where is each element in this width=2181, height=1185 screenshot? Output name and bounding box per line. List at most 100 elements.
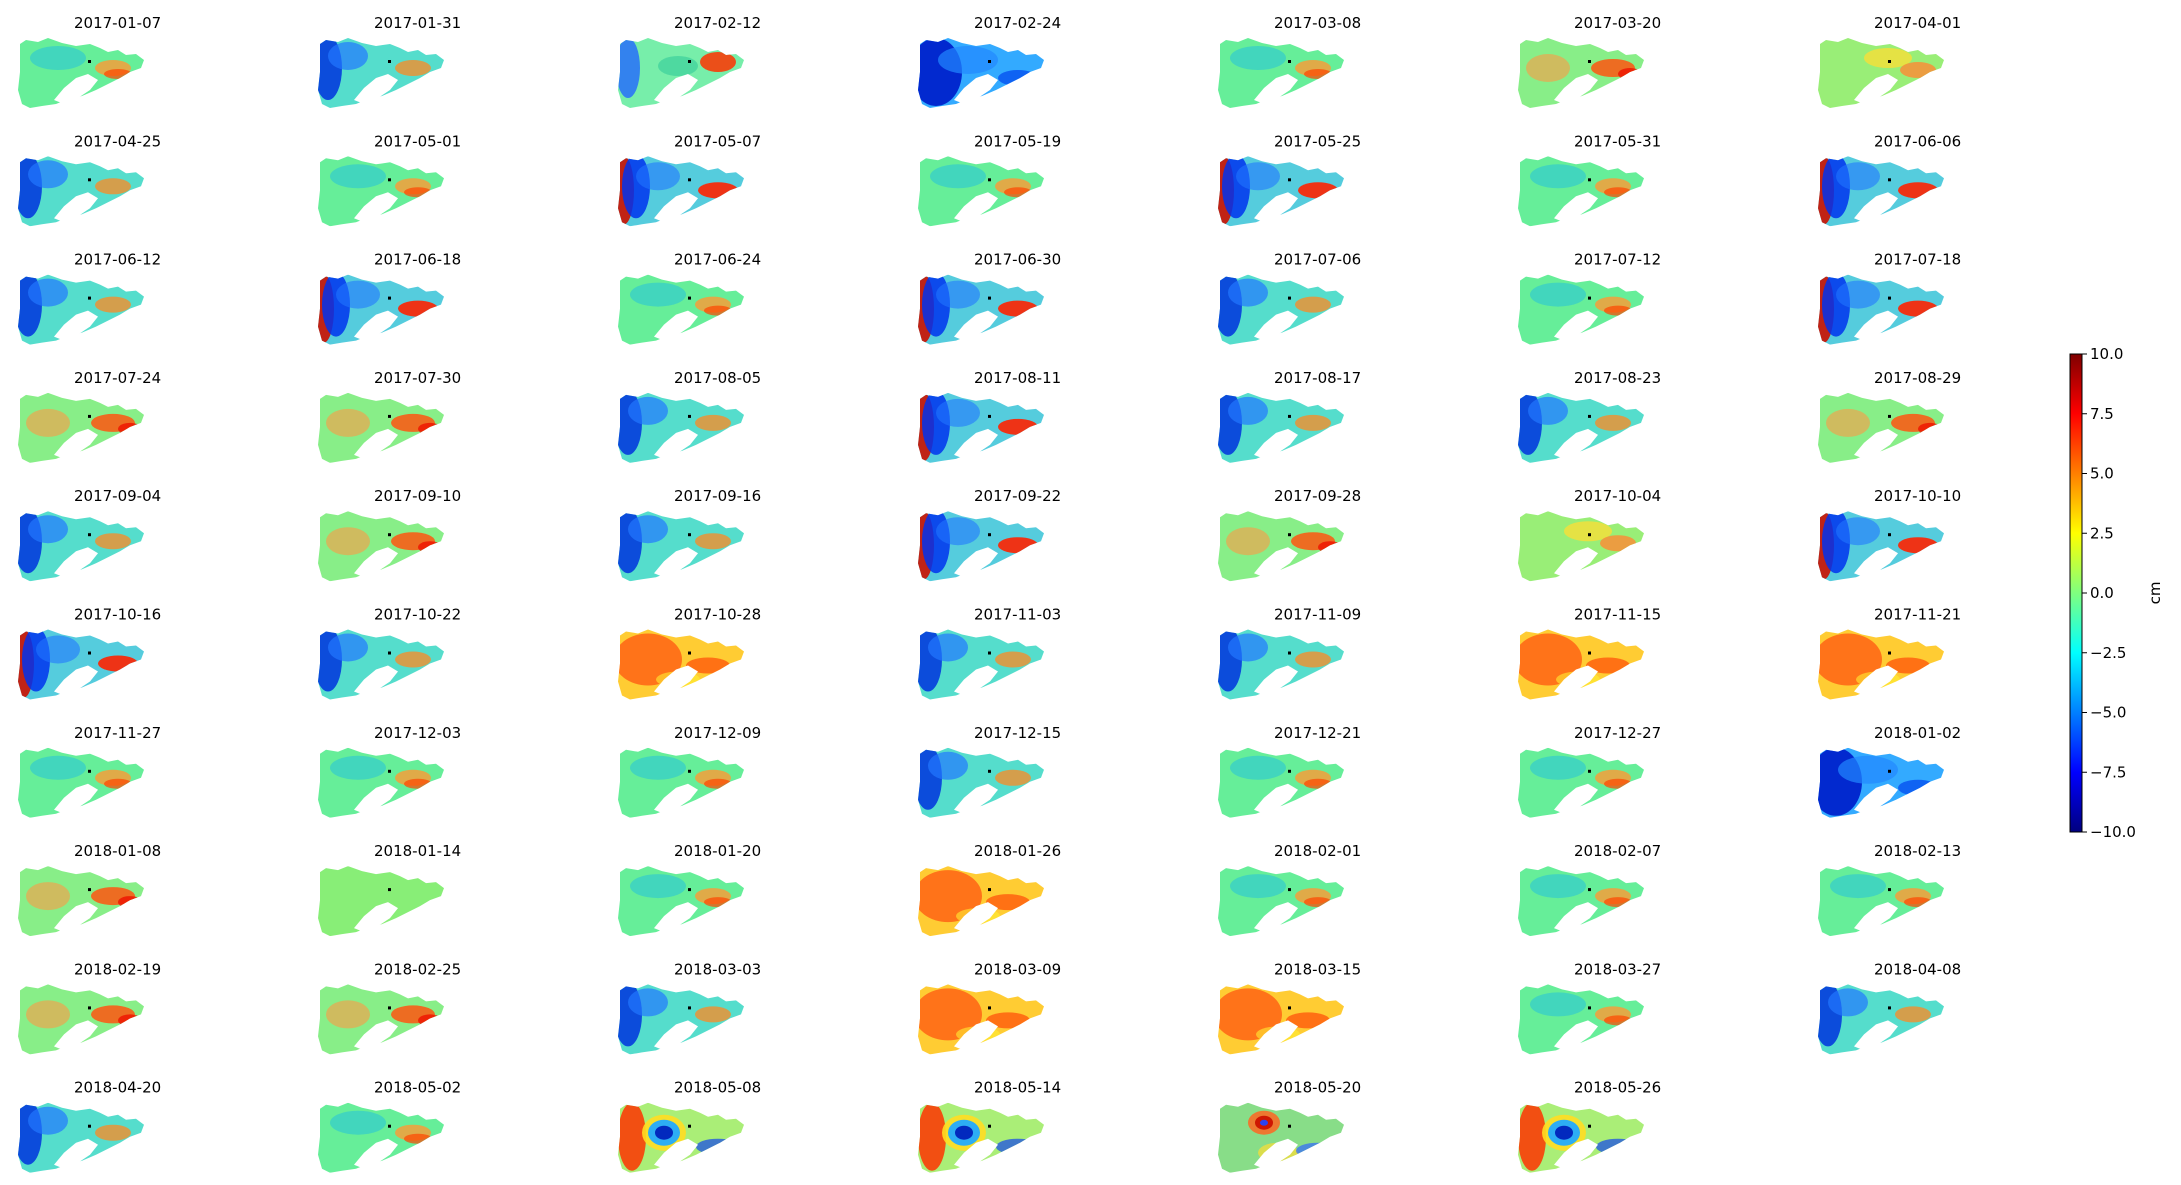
panel-title: 2017-06-24 xyxy=(674,251,761,269)
map-panel: 2018-04-20 xyxy=(18,1079,161,1173)
displacement-map xyxy=(318,1102,444,1173)
displacement-map xyxy=(1518,747,1644,818)
map-panel: 2018-03-09 xyxy=(918,960,1061,1055)
no-data-hole xyxy=(1854,1020,1898,1051)
map-panel: 2017-07-12 xyxy=(1518,251,1661,345)
no-data-hole xyxy=(1554,1020,1598,1051)
no-data-hole xyxy=(654,902,698,933)
map-panel: 2017-08-29 xyxy=(1818,369,1961,463)
panel-title: 2018-04-08 xyxy=(1874,960,1961,978)
map-panel: 2017-09-10 xyxy=(318,487,461,582)
panel-title: 2017-07-06 xyxy=(1274,251,1361,269)
map-panel: 2018-02-19 xyxy=(18,960,161,1055)
displacement-map xyxy=(318,274,444,345)
displacement-map xyxy=(1818,984,1944,1055)
no-data-hole xyxy=(54,1138,98,1169)
panel-title: 2017-09-16 xyxy=(674,487,761,505)
panel-title: 2018-01-26 xyxy=(974,842,1061,860)
colorbar-tick-label: −2.5 xyxy=(2090,644,2126,662)
reference-point-marker xyxy=(1888,414,1891,418)
displacement-map xyxy=(1518,866,1644,937)
displacement-map xyxy=(18,629,144,700)
reference-point-marker xyxy=(388,651,391,655)
map-panel: 2017-02-12 xyxy=(618,14,761,108)
displacement-map xyxy=(618,38,744,108)
map-panel: 2018-05-20 xyxy=(1218,1079,1361,1173)
map-panel: 2017-07-30 xyxy=(318,369,461,463)
displacement-map xyxy=(1818,629,1944,700)
colorbar-tick-label: 5.0 xyxy=(2090,465,2114,483)
panel-title: 2017-06-06 xyxy=(1874,132,1961,150)
map-panel: 2018-03-27 xyxy=(1518,960,1661,1055)
reference-point-marker xyxy=(388,414,391,418)
panel-title: 2018-02-19 xyxy=(74,960,161,978)
map-panel: 2017-05-25 xyxy=(1218,132,1361,227)
colorbar-tick-label: −5.0 xyxy=(2090,704,2126,722)
panel-title: 2017-12-21 xyxy=(1274,724,1361,742)
reference-point-marker xyxy=(388,533,391,537)
no-data-hole xyxy=(954,902,998,933)
no-data-hole xyxy=(1854,192,1898,223)
map-panel: 2017-06-18 xyxy=(318,251,461,345)
reference-point-marker xyxy=(388,1124,391,1128)
displacement-map xyxy=(18,274,144,345)
displacement-map xyxy=(1518,38,1644,108)
reference-point-marker xyxy=(688,888,691,892)
displacement-map xyxy=(18,38,144,108)
reference-point-marker xyxy=(88,296,91,300)
panel-title: 2017-04-01 xyxy=(1874,14,1961,32)
no-data-hole xyxy=(1554,1138,1598,1169)
panel-title: 2018-01-14 xyxy=(374,842,461,860)
no-data-hole xyxy=(354,310,398,341)
displacement-map xyxy=(1218,747,1344,818)
reference-point-marker xyxy=(388,1006,391,1010)
no-data-hole xyxy=(1254,665,1298,696)
map-panel: 2018-04-08 xyxy=(1818,960,1961,1055)
panel-title: 2017-09-10 xyxy=(374,487,461,505)
displacement-map xyxy=(18,511,144,582)
panel-title: 2017-12-27 xyxy=(1574,724,1661,742)
displacement-map xyxy=(918,629,1044,700)
no-data-hole xyxy=(1854,783,1898,814)
panel-title: 2017-08-23 xyxy=(1574,369,1661,387)
displacement-map xyxy=(18,747,144,818)
colorbar-label: cm xyxy=(2146,582,2164,605)
panel-title: 2017-08-29 xyxy=(1874,369,1961,387)
map-panel: 2017-12-15 xyxy=(918,724,1061,818)
panel-title: 2018-05-02 xyxy=(374,1079,461,1097)
displacement-map xyxy=(618,1102,744,1173)
colorbar-tick-label: 2.5 xyxy=(2090,524,2114,542)
reference-point-marker xyxy=(1588,533,1591,537)
panel-title: 2018-03-27 xyxy=(1574,960,1661,978)
reference-point-marker xyxy=(1288,296,1291,300)
no-data-hole xyxy=(1554,428,1598,459)
panel-title: 2017-03-08 xyxy=(1274,14,1361,32)
panel-title: 2017-08-05 xyxy=(674,369,761,387)
reference-point-marker xyxy=(88,1006,91,1010)
map-panel: 2017-09-22 xyxy=(918,487,1061,582)
map-panel: 2017-12-09 xyxy=(618,724,761,818)
displacement-map xyxy=(618,274,744,345)
map-panel: 2018-02-07 xyxy=(1518,842,1661,937)
panel-title: 2017-11-09 xyxy=(1274,606,1361,624)
no-data-hole xyxy=(54,1020,98,1051)
panel-title: 2017-05-31 xyxy=(1574,132,1661,150)
panel-title: 2017-07-30 xyxy=(374,369,461,387)
no-data-hole xyxy=(954,310,998,341)
map-panel: 2017-07-06 xyxy=(1218,251,1361,345)
colorbar-tick-label: 0.0 xyxy=(2090,584,2114,602)
displacement-map xyxy=(618,866,744,937)
map-panel: 2017-05-31 xyxy=(1518,132,1661,227)
no-data-hole xyxy=(354,547,398,578)
displacement-map xyxy=(918,984,1044,1055)
reference-point-marker xyxy=(388,178,391,182)
reference-point-marker xyxy=(688,178,691,182)
no-data-hole xyxy=(54,783,98,814)
no-data-hole xyxy=(1854,902,1898,933)
map-panel: 2017-10-10 xyxy=(1818,487,1961,582)
panel-title: 2017-10-22 xyxy=(374,606,461,624)
reference-point-marker xyxy=(1288,888,1291,892)
no-data-hole xyxy=(1254,547,1298,578)
displacement-map xyxy=(1218,866,1344,937)
map-panel: 2017-09-28 xyxy=(1218,487,1361,582)
